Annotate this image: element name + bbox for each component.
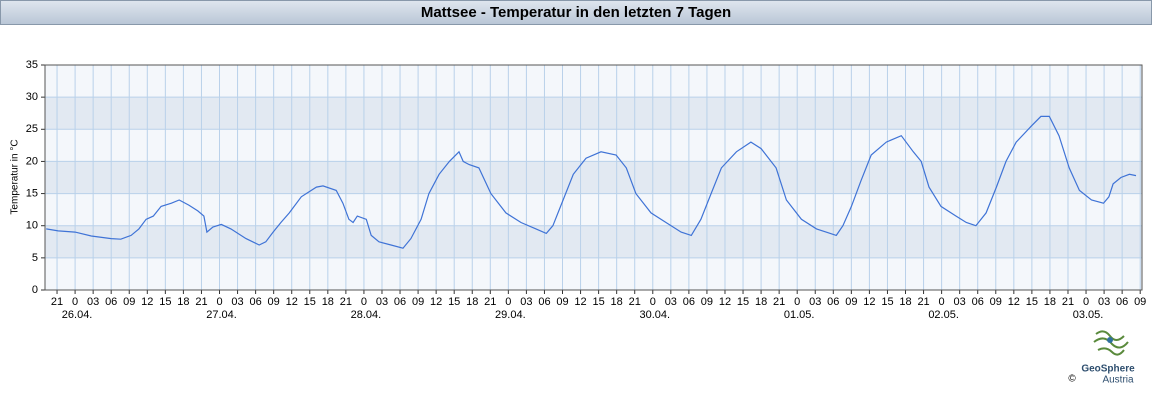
logo-name: GeoSphere (1081, 364, 1135, 375)
x-tick-label: 06 (1116, 296, 1128, 308)
y-tick-label: 0 (32, 284, 38, 296)
x-tick-label: 21 (195, 296, 207, 308)
x-tick-label: 15 (737, 296, 749, 308)
chart-title: Mattsee - Temperatur in den letzten 7 Ta… (421, 4, 731, 21)
x-tick-label: 09 (701, 296, 713, 308)
x-tick-label: 09 (123, 296, 135, 308)
x-tick-label: 0 (650, 296, 656, 308)
y-tick-label: 25 (26, 123, 38, 135)
band (45, 225, 1142, 258)
x-tick-label: 18 (611, 296, 623, 308)
x-tick-label: 21 (629, 296, 641, 308)
x-tick-label: 06 (972, 296, 984, 308)
x-tick-label: 12 (574, 296, 586, 308)
y-tick-label: 5 (32, 252, 38, 264)
date-label: 27.04. (206, 309, 237, 321)
x-tick-label: 21 (917, 296, 929, 308)
x-tick-label: 12 (863, 296, 875, 308)
x-tick-label: 18 (899, 296, 911, 308)
x-tick-label: 03 (87, 296, 99, 308)
y-tick-label: 10 (26, 220, 38, 232)
title-bar (0, 0, 1152, 25)
x-tick-label: 12 (141, 296, 153, 308)
x-tick-label: 06 (683, 296, 695, 308)
logo: GeoSphere Austria © (1068, 330, 1135, 386)
x-tick-label: 12 (286, 296, 298, 308)
x-tick-label: 06 (827, 296, 839, 308)
y-tick-label: 35 (26, 59, 38, 71)
x-tick-label: 06 (105, 296, 117, 308)
x-tick-label: 18 (1044, 296, 1056, 308)
date-label: 26.04. (62, 309, 93, 321)
date-label: 29.04. (495, 309, 526, 321)
x-tick-label: 09 (412, 296, 424, 308)
y-axis-label: Temperatur in °C (10, 139, 21, 214)
logo-copyright: © (1068, 374, 1076, 385)
x-tick-label: 03 (231, 296, 243, 308)
x-tick-label: 0 (1083, 296, 1089, 308)
x-tick-label: 21 (1062, 296, 1074, 308)
logo-dot (1107, 337, 1113, 343)
x-tick-label: 06 (249, 296, 261, 308)
x-tick-label: 12 (719, 296, 731, 308)
x-tick-label: 15 (448, 296, 460, 308)
x-tick-label: 21 (484, 296, 496, 308)
x-tick-label: 21 (51, 296, 63, 308)
y-tick-label: 30 (26, 91, 38, 103)
x-tick-label: 03 (809, 296, 821, 308)
x-tick-label: 15 (592, 296, 604, 308)
y-tick-label: 15 (26, 187, 38, 199)
y-tick-label: 20 (26, 155, 38, 167)
x-tick-label: 0 (505, 296, 511, 308)
x-tick-label: 18 (322, 296, 334, 308)
x-tick-label: 12 (1008, 296, 1020, 308)
x-tick-label: 15 (304, 296, 316, 308)
date-label: 01.05. (784, 309, 815, 321)
x-tick-label: 03 (665, 296, 677, 308)
plot-frame (44, 64, 1143, 291)
date-label: 30.04. (639, 309, 670, 321)
x-tick-label: 21 (340, 296, 352, 308)
line (46, 115, 1137, 249)
band (45, 161, 1142, 194)
x-tick-label: 06 (394, 296, 406, 308)
x-tick-label: 0 (216, 296, 222, 308)
x-tick-label: 09 (268, 296, 280, 308)
x-tick-label: 12 (430, 296, 442, 308)
x-tick-label: 18 (177, 296, 189, 308)
x-tick-label: 0 (794, 296, 800, 308)
x-tick-label: 09 (1134, 296, 1146, 308)
band (45, 97, 1142, 130)
x-tick-label: 18 (466, 296, 478, 308)
x-tick-label: 03 (520, 296, 532, 308)
x-tick-label: 21 (773, 296, 785, 308)
date-label: 28.04. (351, 309, 382, 321)
x-tick-label: 15 (1026, 296, 1038, 308)
date-label: 03.05. (1073, 309, 1104, 321)
x-tick-label: 03 (376, 296, 388, 308)
x-tick-label: 0 (72, 296, 78, 308)
date-label: 02.05. (928, 309, 959, 321)
x-tick-label: 18 (755, 296, 767, 308)
logo-subtitle: Austria (1102, 375, 1134, 386)
x-tick-label: 06 (538, 296, 550, 308)
x-tick-label: 15 (881, 296, 893, 308)
x-tick-label: 09 (845, 296, 857, 308)
x-tick-label: 15 (159, 296, 171, 308)
x-tick-label: 09 (556, 296, 568, 308)
x-tick-label: 0 (361, 296, 367, 308)
x-tick-label: 0 (939, 296, 945, 308)
x-tick-label: 09 (990, 296, 1002, 308)
x-tick-label: 03 (954, 296, 966, 308)
x-tick-label: 03 (1098, 296, 1110, 308)
logo-icon (1093, 330, 1129, 356)
